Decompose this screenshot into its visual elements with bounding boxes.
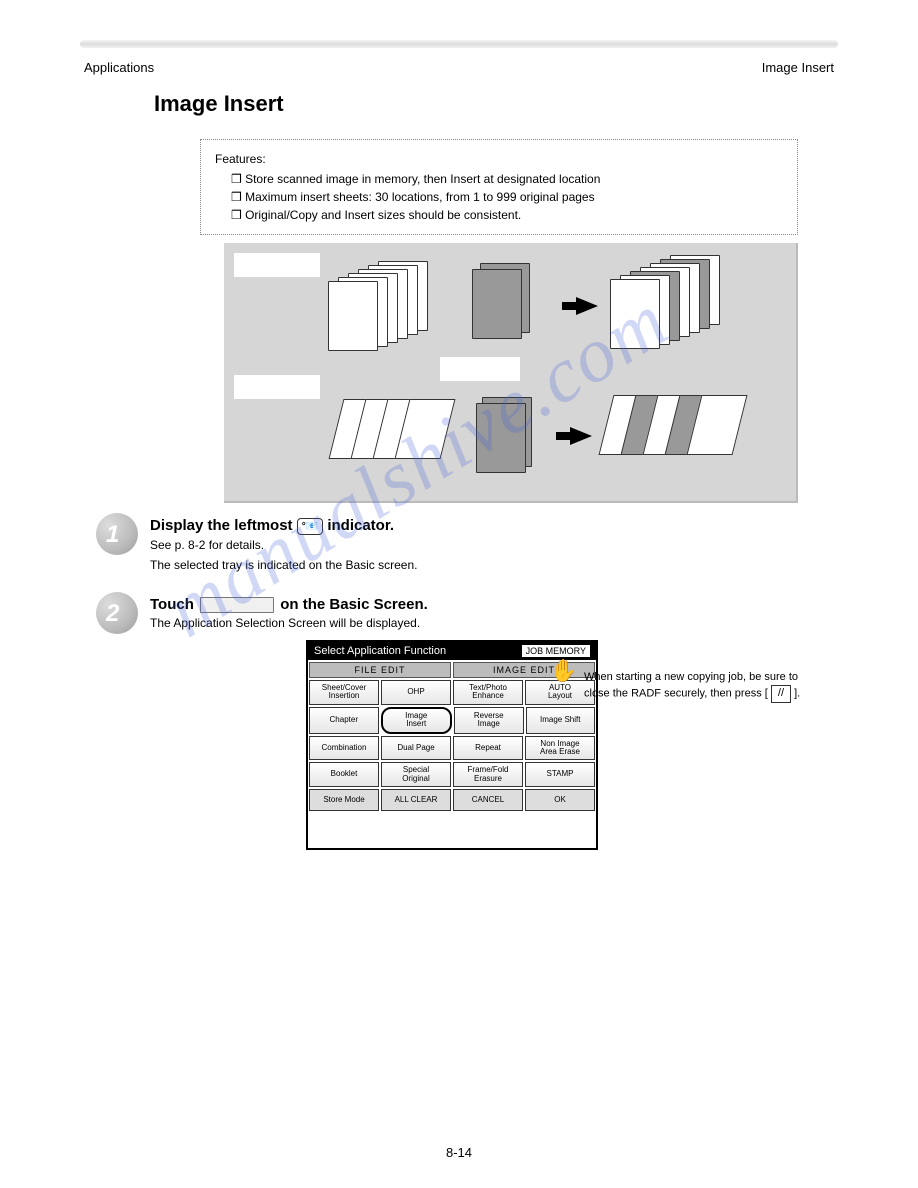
lcd-button[interactable]: Non Image Area Erase (525, 736, 595, 761)
features-box: Features: Store scanned image in memory,… (200, 139, 798, 235)
lcd-footer-button[interactable]: CANCEL (453, 789, 523, 811)
note-text-1: When starting a new copying job, be sure… (584, 671, 798, 700)
lcd-button[interactable]: Combination (309, 736, 379, 761)
step-2-title: Touch on the Basic Screen. (150, 596, 858, 613)
arrow-icon (570, 427, 592, 445)
lcd-footer-button[interactable]: Store Mode (309, 789, 379, 811)
lcd-footer-button[interactable]: OK (525, 789, 595, 811)
diagram-label-2 (234, 375, 320, 399)
lcd-button[interactable]: Sheet/Cover Insertion (309, 680, 379, 705)
lcd-button[interactable]: Frame/Fold Erasure (453, 762, 523, 787)
step-2: 2 Touch on the Basic Screen. The Applica… (150, 596, 858, 850)
diagram-label-1 (234, 253, 320, 277)
step-1-body: See p. 8-2 for details. The selected tra… (150, 537, 858, 575)
header-left: Applications (84, 60, 154, 75)
application-button-outline (200, 597, 274, 613)
step-number: 2 (106, 600, 119, 628)
lcd-button[interactable]: OHP (381, 680, 451, 705)
feature-item: Maximum insert sheets: 30 locations, fro… (231, 188, 783, 206)
step-1-title: Display the leftmost °📧 indicator. (150, 517, 858, 535)
tray-icon: °📧 (297, 518, 323, 535)
lcd-button[interactable]: Image Shift (526, 707, 596, 734)
header-divider (80, 40, 838, 48)
lcd-title-text: Select Application Function (314, 645, 446, 657)
step-2-body: The Application Selection Screen will be… (150, 615, 858, 632)
lcd-header-file-edit: FILE EDIT (309, 662, 451, 678)
features-list: Store scanned image in memory, then Inse… (215, 170, 783, 224)
page-header: Applications Image Insert (60, 60, 858, 91)
note-column: ✋ When starting a new copying job, be su… (584, 670, 804, 703)
lcd-button[interactable]: STAMP (525, 762, 595, 787)
diagram-panel (224, 243, 798, 503)
step-1: 1 Display the leftmost °📧 indicator. See… (150, 517, 858, 574)
lcd-button[interactable]: Text/Photo Enhance (453, 680, 523, 705)
lcd-button[interactable]: Dual Page (381, 736, 451, 761)
lcd-button[interactable]: Reverse Image (454, 707, 524, 734)
lcd-button[interactable]: Booklet (309, 762, 379, 787)
feature-item: Original/Copy and Insert sizes should be… (231, 206, 783, 224)
feature-item: Store scanned image in memory, then Inse… (231, 170, 783, 188)
lcd-button[interactable]: Repeat (453, 736, 523, 761)
reset-key-icon: // (771, 685, 791, 702)
hand-icon: ✋ (550, 656, 577, 687)
note-text-2: ]. (794, 688, 800, 700)
lcd-button[interactable]: Special Original (381, 762, 451, 787)
step-number: 1 (106, 521, 119, 549)
lcd-button[interactable]: Chapter (309, 707, 379, 734)
lcd-footer-button[interactable]: ALL CLEAR (381, 789, 451, 811)
header-right: Image Insert (762, 60, 834, 75)
lcd-button-selected[interactable]: Image Insert (381, 707, 453, 734)
arrow-icon (576, 297, 598, 315)
page-number: 8-14 (0, 1145, 918, 1160)
features-label: Features: (215, 150, 783, 168)
page-title: Image Insert (60, 91, 858, 117)
diagram-label-3 (440, 357, 520, 381)
